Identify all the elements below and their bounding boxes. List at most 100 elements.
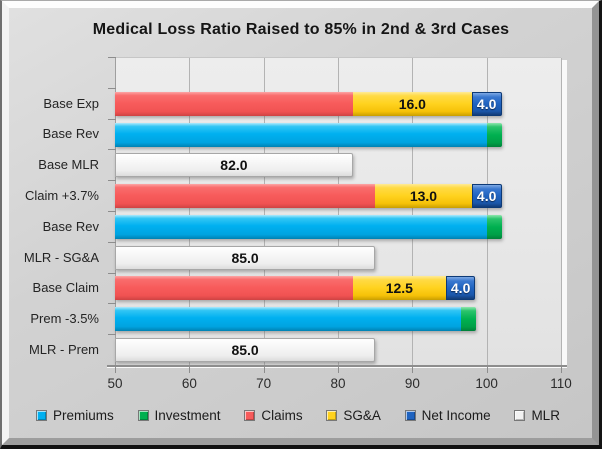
legend-marker-icon	[244, 409, 256, 421]
category-label: Base Exp	[43, 95, 99, 111]
chart-title: Medical Loss Ratio Raised to 85% in 2nd …	[92, 21, 510, 38]
legend-marker-icon	[326, 409, 338, 421]
bar-value-label: 4.0	[450, 280, 471, 297]
x-tick-label: 80	[330, 376, 346, 391]
category-tick-mark	[108, 211, 116, 212]
x-tick-label: 60	[181, 376, 197, 391]
bar-segment: 85.0	[115, 245, 376, 270]
category-tick-mark	[108, 180, 116, 182]
gridline	[486, 58, 488, 365]
legend-label: Investment	[154, 407, 221, 423]
bar-segment	[115, 92, 353, 117]
x-tick-mark	[263, 366, 265, 373]
category-tick-mark	[108, 272, 116, 274]
legend-label: SG&A	[343, 407, 381, 423]
bar-row: 16.0 4.0	[115, 89, 561, 120]
bar-segment: 16.0	[352, 92, 472, 117]
category-tick-mark	[108, 334, 116, 336]
bar-segment: 85.0	[115, 337, 376, 362]
category-tick-mark	[108, 118, 116, 120]
bar-segment	[115, 306, 461, 331]
category-label: Base Rev	[42, 218, 99, 234]
legend-item: MLR	[514, 408, 560, 423]
x-tick-label: 70	[256, 376, 272, 391]
plot-area: 16.0 4.0 82.0 13.0 4.0 85.0 12.5 4.0 85.0	[115, 57, 562, 365]
x-tick-label: 100	[475, 376, 498, 391]
category-label: Base Claim	[32, 280, 99, 296]
bar-segment: 12.5	[352, 276, 446, 301]
bar-segment: 4.0	[471, 184, 502, 209]
x-tick-label: 50	[107, 376, 123, 391]
gridline	[263, 58, 265, 365]
bar-segment	[486, 122, 502, 147]
bar-segment	[486, 214, 502, 239]
category-label: Base MLR	[38, 157, 99, 173]
bar-value-label: 85.0	[231, 249, 259, 266]
x-tick-label: 110	[550, 376, 572, 391]
bar-segment: 4.0	[471, 92, 502, 117]
gridline	[412, 58, 414, 365]
gridline	[189, 58, 191, 365]
bar-value-label: 85.0	[231, 341, 259, 358]
legend-item: SG&A	[326, 408, 381, 423]
bar-value-label: 4.0	[476, 188, 497, 205]
category-label: Base Rev	[42, 126, 99, 142]
category-axis-labels: Base Exp Base Rev Base MLR Claim +3.7% Base …	[0, 88, 107, 365]
bar-value-label: 82.0	[220, 157, 248, 174]
bar-row: 12.5 4.0	[115, 273, 561, 304]
bar-segment	[115, 122, 487, 147]
legend-item: Investment	[137, 407, 221, 423]
gridline	[338, 58, 339, 365]
x-tick-label: 90	[404, 376, 420, 391]
bar-row: 82.0	[115, 150, 561, 181]
legend-label: MLR	[531, 407, 560, 423]
bar-value-label: 12.5	[385, 280, 413, 297]
bar-row: 13.0 4.0	[115, 181, 561, 212]
x-tick-mark	[412, 366, 414, 373]
bar-segment	[115, 214, 487, 239]
bar-value-label: 4.0	[476, 96, 497, 113]
bar-rows-layer: 16.0 4.0 82.0 13.0 4.0 85.0 12.5 4.0 85.0	[115, 89, 561, 365]
bar-segment	[115, 276, 353, 301]
category-label: Prem -3.5%	[30, 311, 99, 327]
category-tick-mark	[108, 149, 116, 151]
category-tick-mark	[108, 303, 116, 305]
bar-row	[115, 304, 561, 335]
bar-segment	[115, 184, 376, 209]
category-tick-mark	[108, 57, 116, 58]
bar-row: 85.0	[115, 334, 561, 365]
category-tick-mark	[108, 87, 116, 89]
legend-marker-icon	[36, 409, 47, 421]
category-label: Claim +3.7%	[24, 188, 99, 204]
legend-item: Premiums	[36, 408, 114, 423]
bar-value-label: 16.0	[398, 96, 426, 113]
category-label: MLR - Prem	[28, 342, 99, 358]
bar-segment	[460, 306, 476, 331]
bar-value-label: 13.0	[409, 188, 438, 205]
category-tick-mark	[108, 241, 116, 243]
bar-segment: 4.0	[445, 276, 476, 301]
gridline	[561, 58, 562, 365]
legend: Premiums Investment Claims SG&A Net Income ML…	[36, 403, 560, 427]
value-axis-labels: 50 60 70 80 90 100 110	[107, 376, 571, 394]
legend-marker-icon	[514, 409, 526, 421]
bar-row	[115, 212, 561, 243]
legend-label: Claims	[261, 407, 303, 423]
legend-label: Net Income	[421, 407, 491, 423]
x-tick-mark	[486, 366, 488, 373]
category-label: MLR - SG&A	[23, 249, 99, 265]
legend-label: Premiums	[53, 407, 114, 423]
legend-item: Net Income	[404, 407, 491, 423]
category-tick-mark	[108, 365, 116, 366]
x-tick-mark	[115, 366, 116, 373]
bar-row: 85.0	[115, 242, 561, 273]
x-tick-mark	[561, 366, 562, 373]
bar-segment: 82.0	[115, 153, 353, 178]
legend-item: Claims	[244, 407, 303, 423]
x-axis-line	[107, 365, 567, 367]
bar-segment: 13.0	[375, 184, 472, 209]
bar-row	[115, 119, 561, 150]
legend-marker-icon	[137, 409, 149, 421]
legend-marker-icon	[404, 409, 416, 421]
